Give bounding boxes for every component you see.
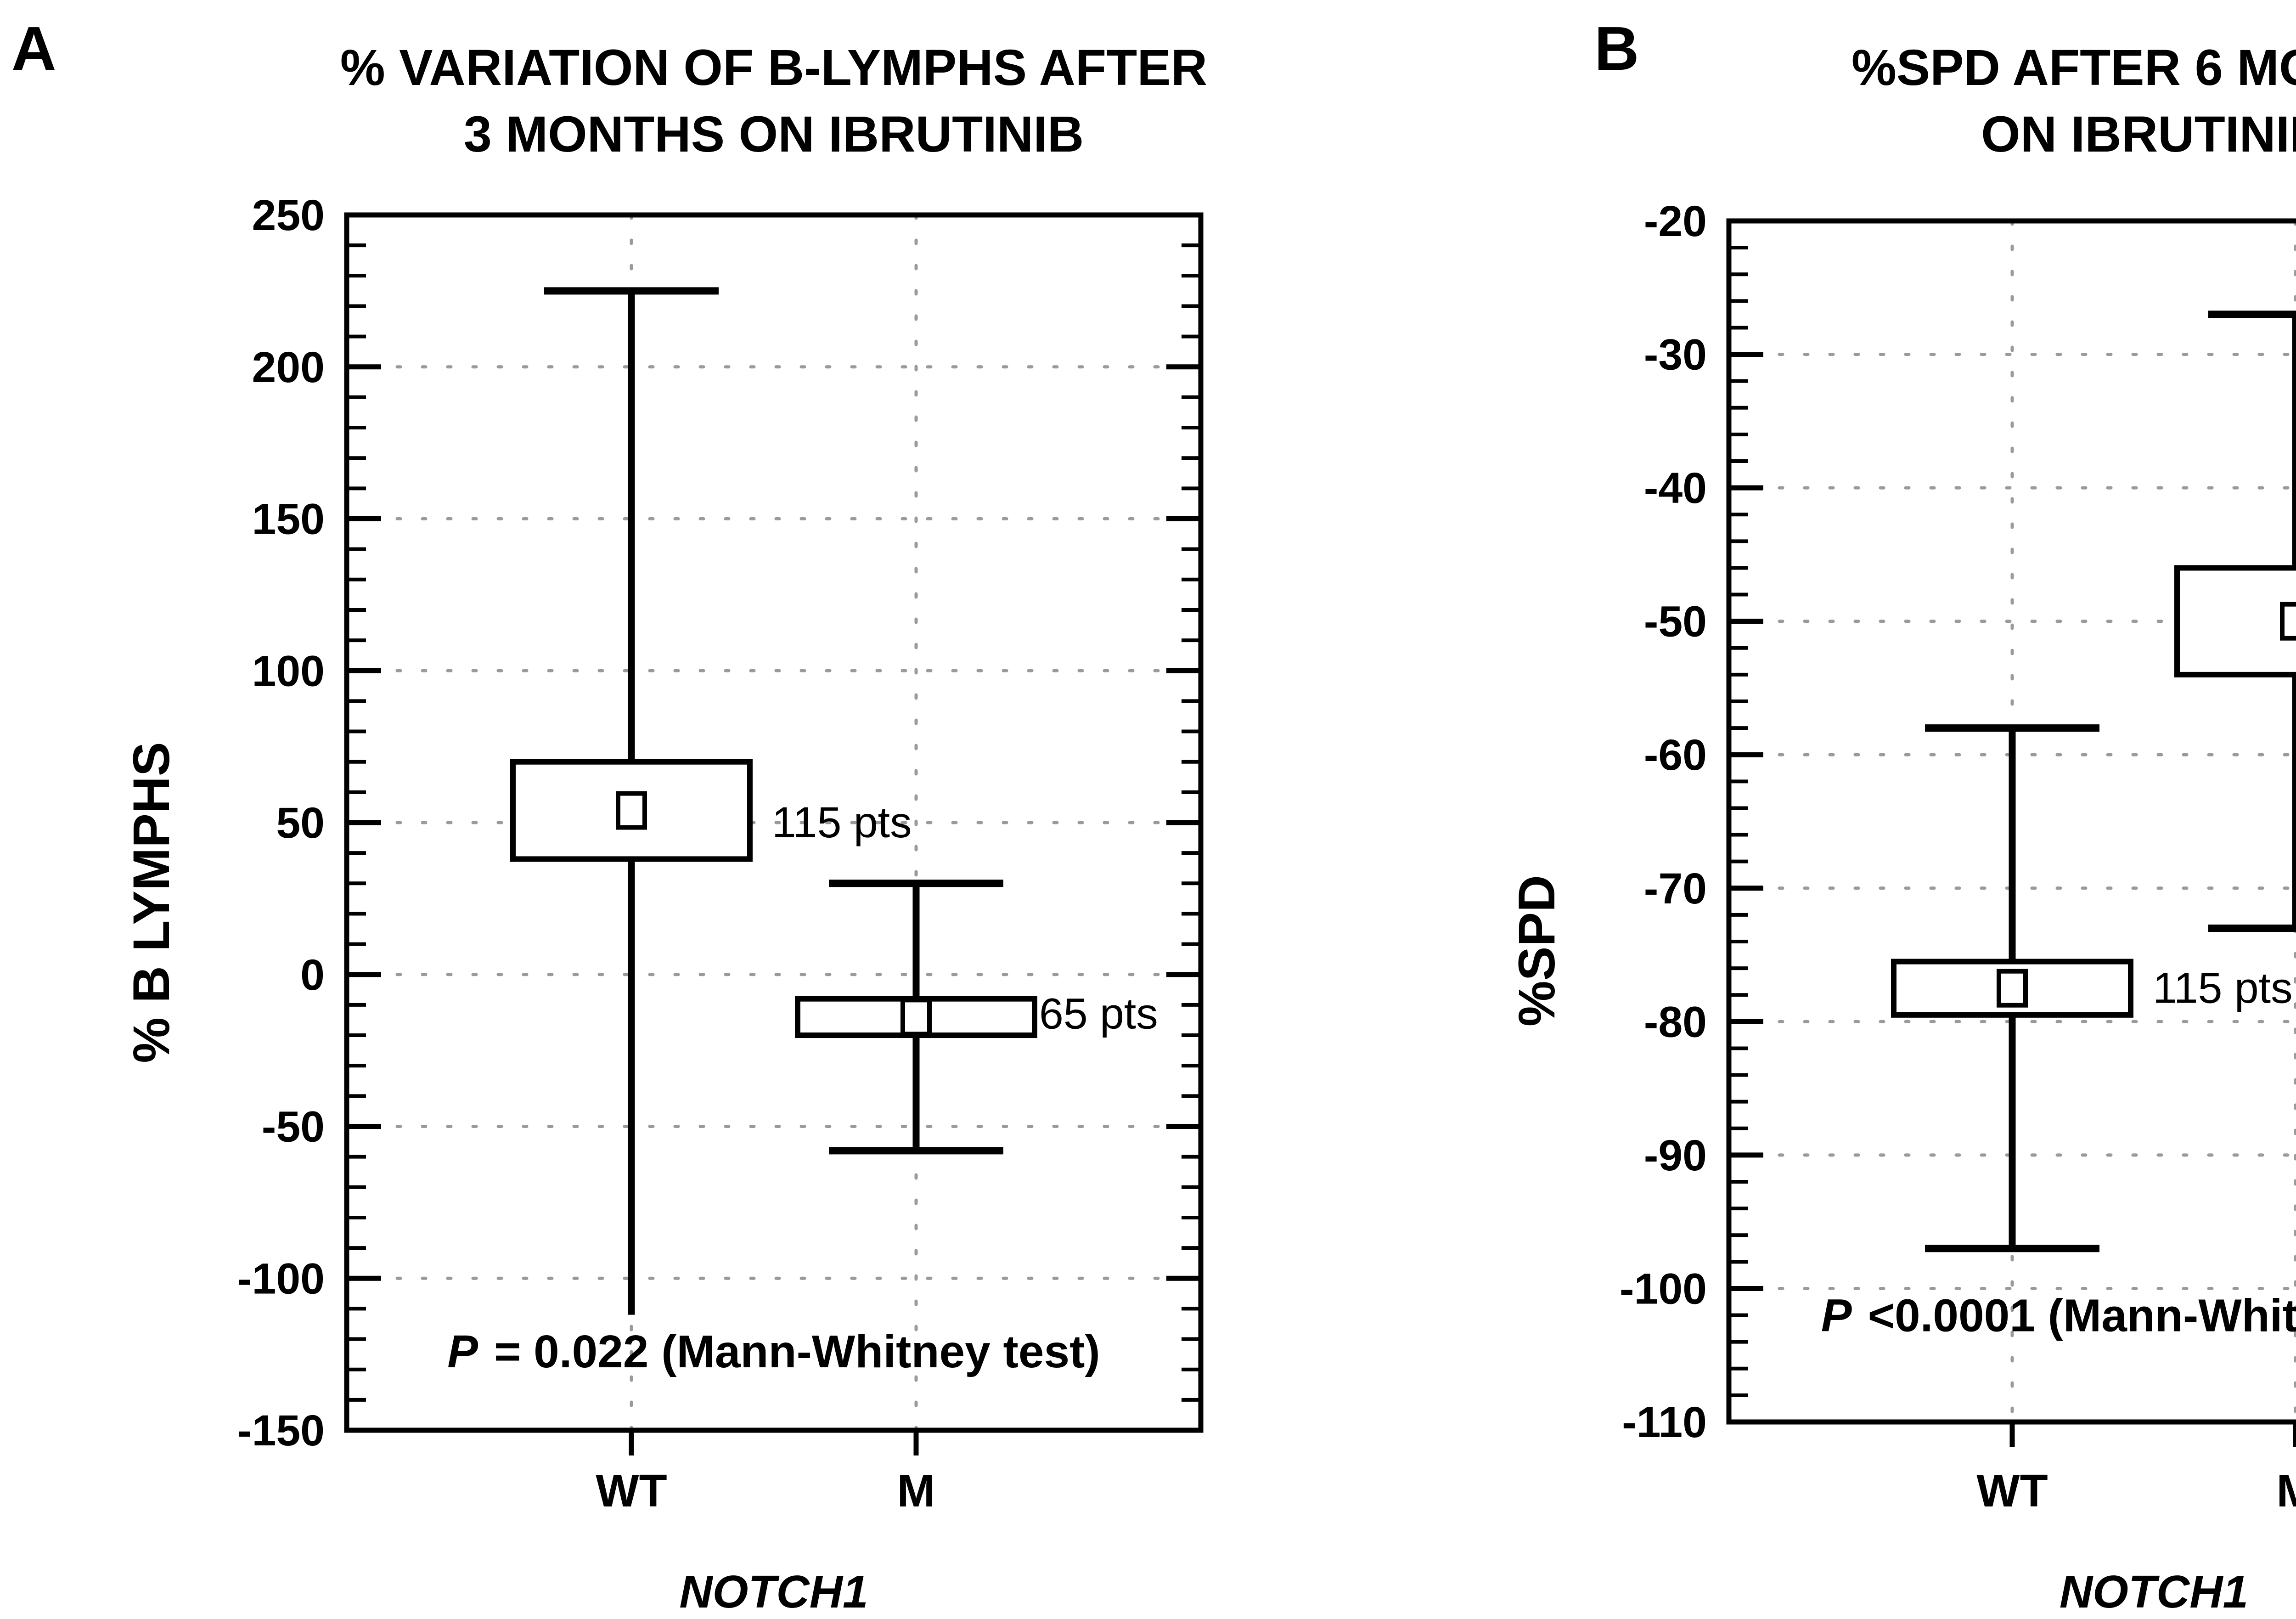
y-tick-label-250: 250 <box>252 191 325 240</box>
panel-letter-b: B <box>1594 14 1639 83</box>
x-category-label-b-m: M <box>2276 1465 2296 1517</box>
x-axis-label-a: NOTCH1 <box>679 1566 868 1618</box>
panel-b-title-line2: ON IBRUTINIB <box>1981 106 2296 163</box>
n-label-b-wt: 115 pts <box>2153 964 2293 1013</box>
y-tick-label--30: -30 <box>1644 331 1707 379</box>
y-tick-label--80: -80 <box>1644 998 1707 1046</box>
mean-marker-b-wt <box>1997 969 2028 1008</box>
p-value-detail-b: <0.0001 (Mann-Whitney test) <box>1868 1290 2296 1342</box>
y-tick-label-50: 50 <box>276 799 325 847</box>
box-b-m <box>2174 565 2296 677</box>
y-tick-label--110: -110 <box>1622 1398 1707 1447</box>
y-axis-label-a: % B LYMPHS <box>123 742 180 1063</box>
p-value-symbol-b: P <box>1821 1290 1852 1342</box>
n-label-a-m: 65 pts <box>1039 990 1158 1038</box>
y-tick-label-100: 100 <box>252 647 325 695</box>
mean-marker-a-m <box>900 998 932 1037</box>
y-tick-label--20: -20 <box>1644 197 1707 246</box>
y-tick-label-0: 0 <box>300 951 325 999</box>
y-tick-label--100: -100 <box>237 1254 325 1303</box>
n-label-a-wt: 115 pts <box>772 798 912 847</box>
y-tick-label--70: -70 <box>1644 864 1707 913</box>
p-value-text-b: P <0.0001 (Mann-Whitney test) <box>1821 1290 2296 1342</box>
x-axis-label-b: NOTCH1 <box>2060 1566 2248 1618</box>
x-category-label-b-wt: WT <box>1976 1465 2048 1517</box>
y-tick-label--90: -90 <box>1644 1131 1707 1180</box>
panel-letter-a: A <box>11 14 56 83</box>
y-tick-label--150: -150 <box>237 1406 325 1455</box>
panel-a: 115 pts 65 pts 250 200 150 100 50 0 -50 -100 -150 W… <box>11 14 1207 1618</box>
y-tick-label--60: -60 <box>1644 731 1707 779</box>
y-tick-label-150: 150 <box>252 495 325 544</box>
x-category-label-a-m: M <box>897 1465 935 1517</box>
panel-b-title-line1: %SPD AFTER 6 MONTHS <box>1851 39 2296 96</box>
x-category-label-a-wt: WT <box>596 1465 667 1517</box>
mean-marker-b-m <box>2280 602 2296 641</box>
plot-frame-b <box>1726 218 2296 1425</box>
y-tick-label--40: -40 <box>1644 464 1707 513</box>
panel-a-title-line1: % VARIATION OF B-LYMPHS AFTER <box>340 39 1207 96</box>
y-axis-label-b: %SPD <box>1508 875 1565 1027</box>
y-tick-label-200: 200 <box>252 343 325 392</box>
mean-marker-a-wt <box>616 791 647 830</box>
p-value-text-a: P = 0.022 (Mann-Whitney test) <box>447 1326 1100 1377</box>
panel-a-title-line2: 3 MONTHS ON IBRUTINIB <box>464 106 1084 163</box>
p-value-symbol-a: P <box>447 1326 478 1377</box>
y-tick-label--50: -50 <box>262 1103 325 1151</box>
y-tick-label--100: -100 <box>1620 1264 1707 1313</box>
y-tick-label--50: -50 <box>1644 598 1707 646</box>
p-value-detail-a: = 0.022 (Mann-Whitney test) <box>494 1326 1100 1377</box>
